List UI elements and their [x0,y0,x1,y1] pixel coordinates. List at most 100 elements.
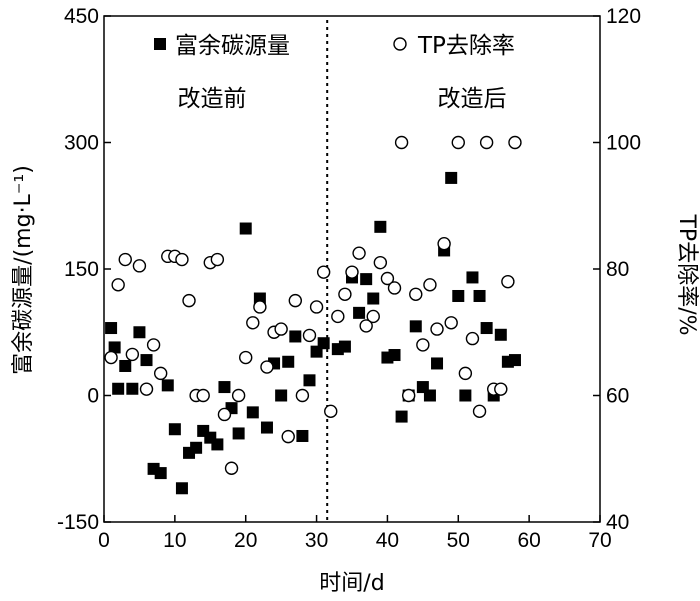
tp-removal-point [331,309,345,324]
carbon-source-point [445,171,458,184]
tp-removal-point [175,252,189,267]
tp-removal-point [231,388,246,403]
carbon-source-point [112,382,125,395]
tp-removal-point [182,293,196,308]
tp-removal-point [451,135,465,150]
y-axis-left-title: 富余碳源量/(mg·L⁻¹) [11,165,36,375]
carbon-source-point [260,421,273,434]
carbon-source-point [353,306,366,319]
ticks [103,15,601,523]
carbon-source-point [466,271,479,284]
tp-removal-point [465,331,480,346]
legend-marker-tp-removal [393,37,407,51]
y-right-tick-label: 60 [606,385,629,408]
tp-removal-point [111,278,125,292]
carbon-source-point [218,381,231,394]
tp-removal-point [210,252,225,267]
carbon-source-point [232,427,245,440]
x-axis-title: 时间/d [319,571,384,596]
tp-removal-point [224,461,239,475]
tp-removal-point [217,407,232,422]
carbon-source-point [161,379,174,392]
carbon-source-point [282,355,295,368]
tp-removal-point [104,350,118,365]
tp-removal-point [309,300,324,314]
carbon-source-point [360,273,373,286]
carbon-source-point [289,330,302,343]
annotation-before: 改造前 [178,86,247,112]
carbon-source-point [459,389,472,402]
tp-removal-point [479,135,494,150]
tp-removal-point [430,322,444,336]
carbon-source-point [168,423,181,436]
carbon-source-point [423,389,436,402]
series-tp-removal [104,135,522,475]
tp-removal-point [295,388,310,403]
carbon-source-point [154,467,167,480]
tp-removal-point [338,287,352,301]
carbon-source-point [473,289,486,302]
carbon-source-point [480,322,493,335]
tp-removal-point [196,388,210,403]
x-tick-label: 50 [447,529,470,552]
y-right-tick-label: 120 [606,5,641,28]
y-left-tick-label: 450 [64,5,99,28]
carbon-source-point [317,337,330,350]
tp-removal-point [352,246,366,260]
carbon-source-point [175,482,188,495]
y-left-tick-label: 150 [64,258,99,281]
tp-removal-point [139,382,154,396]
carbon-source-point [246,406,259,419]
x-tick-label: 40 [376,529,399,552]
carbon-source-point [395,410,408,423]
y-axis-right-title: TP去除率/% [674,213,699,335]
tp-removal-point [239,350,253,365]
tp-removal-point [423,278,437,292]
tp-removal-point [324,404,338,419]
y-right-tick-label: 80 [606,258,629,281]
tp-removal-point [380,271,395,286]
tp-removal-point [253,300,267,314]
carbon-source-point [119,359,132,372]
carbon-source-point [239,222,252,235]
tp-removal-point [394,135,409,150]
carbon-source-point [303,374,316,387]
y-right-tick-label: 40 [606,511,629,534]
legend-label-carbon-source: 富余碳源量 [175,33,290,59]
tp-removal-point [373,255,388,270]
tp-removal-point [316,265,331,279]
x-tick-label: 60 [517,529,540,552]
tp-removal-point [274,322,288,336]
legend: 富余碳源量 TP去除率 [154,33,515,59]
y-left-tick-label: -150 [57,511,99,534]
x-tick-label: 30 [305,529,328,552]
tp-removal-point [302,328,317,343]
carbon-source-point [211,438,224,451]
tp-removal-point [246,316,260,330]
y-left-tick-label: 300 [64,132,99,155]
tick-labels: 0 10 20 30 40 50 60 70-150015030045040608010012… [57,5,641,552]
x-tick-label: 0 [98,529,110,552]
tp-removal-point [260,360,274,374]
carbon-source-point [508,354,521,367]
tp-removal-point [501,274,515,289]
tp-removal-point [508,135,522,150]
tp-removal-point [281,429,295,444]
carbon-source-point [338,340,351,353]
tp-removal-point [359,319,373,333]
x-tick-label: 20 [234,529,257,552]
legend-label-tp-removal: TP去除率 [417,33,515,59]
tp-removal-point [288,293,303,308]
tp-removal-point [401,388,416,403]
tp-removal-point [153,366,168,381]
carbon-source-point [431,357,444,370]
y-left-tick-label: 0 [87,385,99,408]
carbon-source-point [126,382,139,395]
tp-removal-point [437,236,451,251]
tp-removal-point [409,287,423,301]
tp-removal-point [416,338,430,352]
tp-removal-point [458,366,473,381]
carbon-source-point [409,320,422,333]
carbon-source-point [133,326,146,339]
carbon-source-point [494,328,507,341]
